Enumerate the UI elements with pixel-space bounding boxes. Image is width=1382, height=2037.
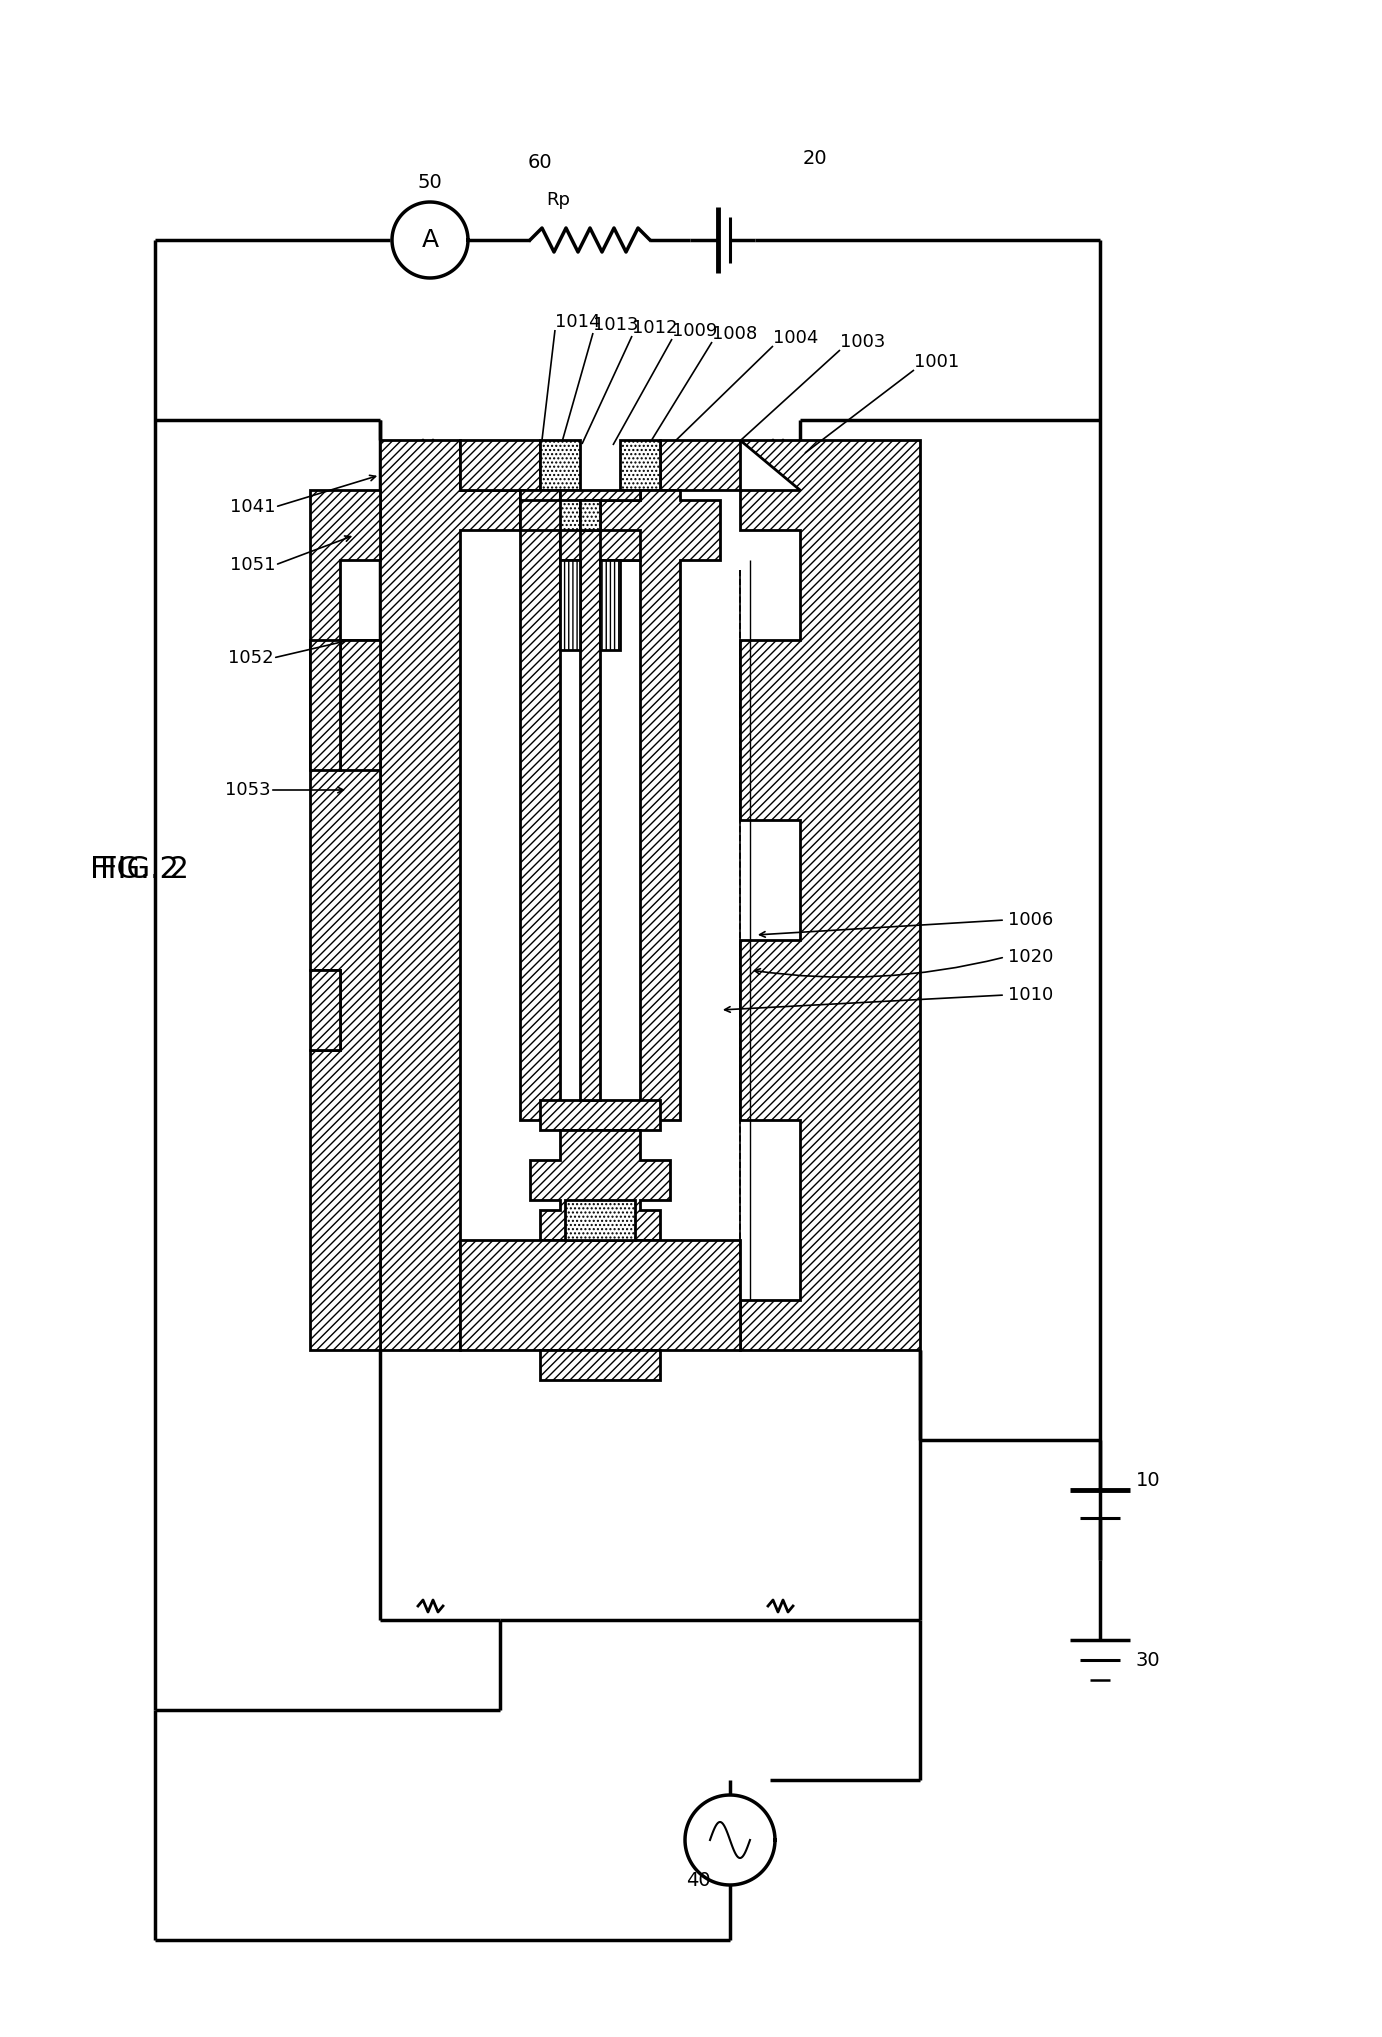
Text: 1020: 1020 bbox=[1007, 947, 1053, 966]
Text: 40: 40 bbox=[685, 1870, 710, 1890]
Text: A: A bbox=[422, 228, 438, 253]
Text: 1004: 1004 bbox=[773, 330, 818, 346]
Text: FIG. 2: FIG. 2 bbox=[90, 856, 178, 884]
Text: 1009: 1009 bbox=[672, 322, 717, 340]
Text: 1052: 1052 bbox=[228, 650, 274, 666]
Text: 20: 20 bbox=[803, 149, 828, 167]
Polygon shape bbox=[560, 499, 580, 530]
Polygon shape bbox=[560, 560, 580, 650]
Polygon shape bbox=[380, 440, 520, 1351]
Polygon shape bbox=[540, 440, 580, 491]
Polygon shape bbox=[520, 491, 640, 560]
Text: 1010: 1010 bbox=[1007, 986, 1053, 1004]
Text: FIG. 2: FIG. 2 bbox=[100, 856, 189, 884]
Polygon shape bbox=[540, 1351, 661, 1379]
Polygon shape bbox=[460, 440, 540, 491]
Text: 1001: 1001 bbox=[914, 352, 959, 371]
Text: 1013: 1013 bbox=[593, 316, 638, 334]
Text: 1012: 1012 bbox=[632, 320, 677, 336]
Text: 50: 50 bbox=[417, 173, 442, 194]
Text: 1006: 1006 bbox=[1007, 911, 1053, 929]
Text: 10: 10 bbox=[1136, 1471, 1161, 1489]
Polygon shape bbox=[520, 491, 560, 1120]
Polygon shape bbox=[739, 440, 920, 1351]
Polygon shape bbox=[310, 640, 340, 770]
Text: 1053: 1053 bbox=[225, 780, 271, 799]
Text: 1014: 1014 bbox=[556, 314, 601, 330]
Polygon shape bbox=[460, 1241, 739, 1351]
Text: 1051: 1051 bbox=[229, 556, 275, 574]
Polygon shape bbox=[661, 440, 739, 491]
Text: 60: 60 bbox=[528, 153, 553, 173]
Polygon shape bbox=[540, 1100, 661, 1131]
Text: Rp: Rp bbox=[546, 191, 569, 210]
Polygon shape bbox=[310, 970, 340, 1049]
Polygon shape bbox=[531, 1131, 670, 1241]
Polygon shape bbox=[340, 640, 380, 770]
Text: 1008: 1008 bbox=[712, 326, 757, 342]
Polygon shape bbox=[600, 491, 720, 1120]
Polygon shape bbox=[565, 1200, 634, 1241]
Polygon shape bbox=[580, 530, 600, 1100]
Polygon shape bbox=[621, 440, 661, 491]
Text: 1003: 1003 bbox=[840, 332, 886, 350]
Polygon shape bbox=[580, 499, 600, 530]
Polygon shape bbox=[310, 491, 380, 1351]
Text: 30: 30 bbox=[1136, 1650, 1161, 1670]
Text: 1041: 1041 bbox=[229, 497, 275, 515]
Polygon shape bbox=[600, 560, 621, 650]
